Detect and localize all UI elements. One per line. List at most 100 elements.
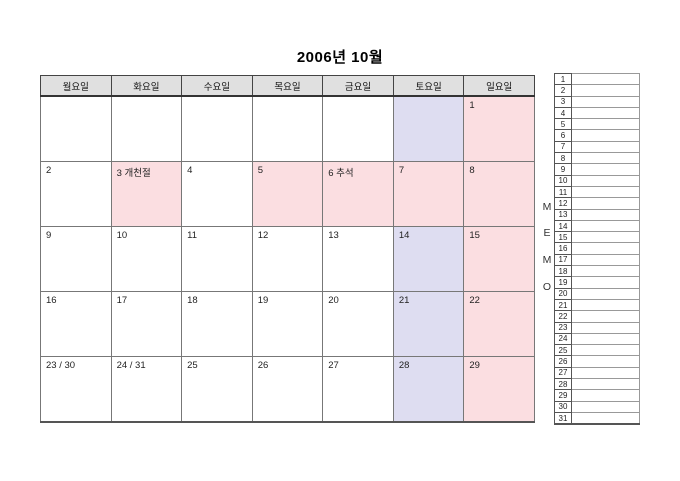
day-cell[interactable] bbox=[40, 95, 112, 162]
day-cell[interactable]: 6 추석 bbox=[322, 161, 394, 227]
memo-row: 8 bbox=[554, 152, 640, 164]
memo-line[interactable] bbox=[572, 84, 640, 96]
day-cell[interactable]: 14 bbox=[392, 226, 465, 292]
memo-line[interactable] bbox=[572, 411, 640, 424]
memo-line[interactable] bbox=[572, 140, 640, 153]
memo-row-number: 8 bbox=[554, 152, 572, 164]
memo-line[interactable] bbox=[572, 242, 640, 254]
memo-line[interactable] bbox=[572, 152, 640, 164]
day-cell[interactable]: 17 bbox=[110, 291, 183, 357]
day-cell[interactable]: 18 bbox=[181, 291, 253, 357]
weekday-header-1: 화요일 bbox=[110, 75, 183, 97]
day-cell[interactable] bbox=[322, 95, 394, 162]
day-cell[interactable] bbox=[251, 95, 324, 162]
day-cell[interactable]: 23 / 30 bbox=[40, 356, 112, 423]
weekday-header-0: 월요일 bbox=[40, 75, 112, 97]
memo-line[interactable] bbox=[572, 298, 640, 311]
memo-line[interactable] bbox=[572, 389, 640, 401]
day-cell[interactable]: 2 bbox=[40, 161, 112, 227]
memo-line[interactable] bbox=[572, 174, 640, 186]
day-cell[interactable] bbox=[181, 95, 253, 162]
day-cell[interactable]: 20 bbox=[322, 291, 394, 357]
day-cell[interactable]: 22 bbox=[463, 291, 535, 357]
memo-line[interactable] bbox=[572, 265, 640, 277]
day-label: 22 bbox=[469, 295, 480, 306]
memo-line[interactable] bbox=[572, 366, 640, 379]
memo-row: 27 bbox=[554, 366, 640, 379]
memo-line[interactable] bbox=[572, 276, 640, 288]
day-cell[interactable]: 10 bbox=[110, 226, 183, 292]
memo-row: 23 bbox=[554, 321, 640, 333]
day-label: 28 bbox=[398, 360, 410, 371]
day-cell[interactable]: 16 bbox=[40, 291, 112, 357]
day-label: 12 bbox=[257, 230, 269, 241]
memo-letter: M bbox=[542, 254, 552, 266]
day-cell[interactable]: 19 bbox=[251, 291, 324, 357]
memo-row: 24 bbox=[554, 332, 640, 345]
memo-line[interactable] bbox=[572, 163, 640, 175]
week-row-3: 16 17 18 19 20 21 22 bbox=[40, 291, 535, 357]
memo-row: 5 bbox=[554, 118, 640, 130]
weekday-header-5: 토요일 bbox=[392, 75, 465, 97]
day-cell[interactable]: 11 bbox=[181, 226, 253, 292]
memo-line[interactable] bbox=[572, 378, 640, 390]
weekday-header-4: 금요일 bbox=[322, 75, 394, 97]
memo-line[interactable] bbox=[572, 219, 640, 232]
day-cell[interactable] bbox=[392, 95, 465, 162]
memo-row-number: 18 bbox=[554, 265, 572, 277]
day-cell[interactable]: 7 bbox=[392, 161, 465, 227]
day-label: 23 / 30 bbox=[46, 360, 76, 371]
memo-line[interactable] bbox=[572, 95, 640, 107]
week-row-4: 23 / 30 24 / 31 25 26 27 28 29 bbox=[40, 356, 535, 423]
memo-line[interactable] bbox=[572, 231, 640, 243]
memo-line[interactable] bbox=[572, 344, 640, 356]
day-label: 17 bbox=[116, 295, 128, 306]
memo-letter: E bbox=[543, 227, 551, 239]
day-cell[interactable]: 25 bbox=[181, 356, 253, 423]
day-cell[interactable]: 15 bbox=[463, 226, 535, 292]
memo-line[interactable] bbox=[572, 208, 640, 220]
memo-line[interactable] bbox=[572, 118, 640, 130]
day-cell[interactable]: 1 bbox=[463, 95, 535, 162]
memo-row-number: 27 bbox=[554, 366, 572, 379]
memo-row: 30 bbox=[554, 400, 640, 412]
day-cell[interactable]: 28 bbox=[392, 356, 465, 423]
memo-row-number: 23 bbox=[554, 321, 572, 333]
day-cell[interactable]: 4 bbox=[181, 161, 253, 227]
day-cell[interactable]: 24 / 31 bbox=[110, 356, 183, 423]
day-cell[interactable]: 5 bbox=[251, 161, 324, 227]
memo-row: 26 bbox=[554, 355, 640, 367]
memo-row-number: 11 bbox=[554, 185, 572, 198]
day-cell[interactable]: 8 bbox=[463, 161, 535, 227]
day-cell[interactable]: 9 bbox=[40, 226, 112, 292]
day-cell[interactable] bbox=[110, 95, 183, 162]
memo-line[interactable] bbox=[572, 321, 640, 333]
memo-line[interactable] bbox=[572, 185, 640, 198]
memo-line[interactable] bbox=[572, 332, 640, 345]
day-label bbox=[182, 97, 252, 100]
memo-line[interactable] bbox=[572, 400, 640, 412]
day-cell[interactable]: 26 bbox=[251, 356, 324, 423]
day-cell[interactable]: 3 개천절 bbox=[110, 161, 183, 227]
day-label bbox=[112, 97, 182, 100]
memo-row-number: 10 bbox=[554, 174, 572, 186]
memo-line[interactable] bbox=[572, 287, 640, 299]
memo-line[interactable] bbox=[572, 73, 640, 85]
memo-line[interactable] bbox=[572, 310, 640, 322]
day-cell[interactable]: 12 bbox=[251, 226, 324, 292]
memo-line[interactable] bbox=[572, 129, 640, 141]
memo-line[interactable] bbox=[572, 106, 640, 119]
memo-row: 3 bbox=[554, 95, 640, 107]
day-cell[interactable]: 13 bbox=[322, 226, 394, 292]
memo-row-number: 19 bbox=[554, 276, 572, 288]
day-cell[interactable]: 27 bbox=[322, 356, 394, 423]
day-cell[interactable]: 21 bbox=[392, 291, 465, 357]
day-label: 24 / 31 bbox=[116, 360, 146, 371]
day-cell[interactable]: 29 bbox=[463, 356, 535, 423]
day-label: 16 bbox=[46, 295, 57, 306]
memo-line[interactable] bbox=[572, 197, 640, 209]
day-label: 7 bbox=[398, 165, 405, 176]
memo-line[interactable] bbox=[572, 355, 640, 367]
week-row-1: 2 3 개천절 4 5 6 추석 7 8 bbox=[40, 161, 535, 227]
memo-line[interactable] bbox=[572, 253, 640, 266]
